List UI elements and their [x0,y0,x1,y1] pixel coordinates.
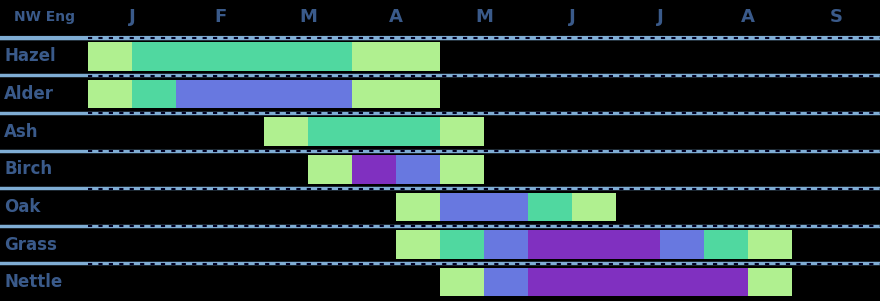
Bar [440,193,528,221]
Bar [352,80,396,108]
Text: A: A [741,8,755,26]
Text: J: J [568,8,576,26]
Bar [440,230,484,259]
Bar [308,155,352,184]
Bar [88,80,132,108]
Bar [528,193,572,221]
Bar [132,80,176,108]
Bar [88,42,132,71]
Bar [484,268,528,296]
Bar [440,117,484,146]
Bar [396,155,440,184]
Bar [308,117,440,146]
Text: J: J [656,8,664,26]
Text: S: S [830,8,842,26]
Bar [176,42,352,71]
Bar [396,230,440,259]
Text: A: A [389,8,403,26]
Bar [572,193,616,221]
Bar [352,42,440,71]
Bar [660,230,704,259]
Text: M: M [475,8,493,26]
Bar [484,230,528,259]
Bar [352,155,396,184]
Bar [748,268,792,296]
Bar [528,268,748,296]
Text: Oak: Oak [4,198,40,216]
Text: J: J [128,8,136,26]
Text: Birch: Birch [4,160,53,178]
Text: Ash: Ash [4,123,39,141]
Bar [132,42,176,71]
Bar [528,230,660,259]
Text: Grass: Grass [4,236,57,253]
Bar [440,268,484,296]
Bar [748,230,792,259]
Text: NW Eng: NW Eng [13,10,75,24]
Bar [264,117,308,146]
Bar [396,80,440,108]
Text: Nettle: Nettle [4,273,62,291]
Bar [396,193,440,221]
Bar [704,230,748,259]
Bar [440,155,484,184]
Text: F: F [214,8,226,26]
Text: Hazel: Hazel [4,48,56,65]
Text: M: M [299,8,317,26]
Text: Alder: Alder [4,85,55,103]
Bar [176,80,352,108]
